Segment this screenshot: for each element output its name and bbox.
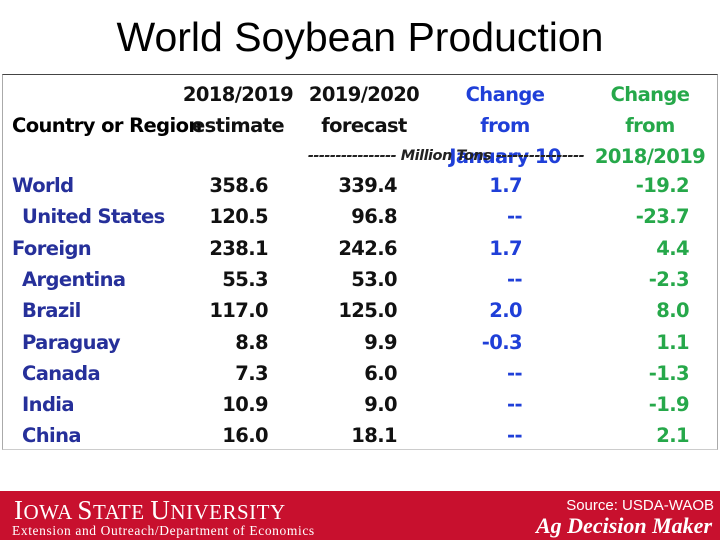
row-estimate: 8.8: [235, 330, 268, 354]
row-change-january: --: [507, 393, 523, 417]
row-name: Foreign: [12, 236, 92, 260]
row-change-prior-year: -2.3: [648, 267, 690, 291]
row-estimate: 358.6: [209, 174, 268, 197]
table-row: Foreign 238.1 242.6 1.7 4.4: [0, 233, 720, 264]
row-forecast: 96.8: [351, 205, 397, 229]
row-forecast: 242.6: [338, 236, 397, 260]
extension-text: Extension and Outreach/Department of Eco…: [12, 523, 315, 538]
row-name: Paraguay: [22, 330, 121, 354]
header-2019-2020-forecast: 2019/2020 forecast: [308, 83, 420, 137]
row-forecast: 339.4: [338, 174, 397, 197]
table-row: World 358.6 339.4 1.7 -19.2: [0, 170, 720, 201]
university-logo: IOWA STATE UNIVERSITY: [14, 495, 286, 525]
row-name: India: [22, 393, 75, 417]
row-name: China: [22, 424, 82, 448]
row-name: Brazil: [22, 299, 81, 323]
row-change-january: 1.7: [489, 236, 522, 260]
table-row: China 16.0 18.1 -- 2.1: [0, 420, 720, 451]
row-forecast: 53.0: [351, 267, 397, 291]
row-name: United States: [22, 205, 165, 229]
row-name: Canada: [22, 361, 101, 385]
row-change-prior-year: -1.3: [648, 361, 690, 385]
row-estimate: 10.9: [222, 393, 268, 417]
row-estimate: 7.3: [235, 361, 268, 385]
row-change-january: --: [507, 205, 523, 229]
source-text: Source: USDA-WAOB: [566, 497, 714, 514]
header-change-from-prior-year: Change from 2018/2019: [594, 83, 706, 168]
row-estimate: 16.0: [222, 424, 268, 448]
row-change-prior-year: -1.9: [648, 393, 690, 417]
row-forecast: 125.0: [338, 299, 397, 323]
row-forecast: 18.1: [351, 424, 397, 448]
row-change-prior-year: 8.0: [656, 299, 689, 323]
footer-bar: IOWA STATE UNIVERSITY Extension and Outr…: [0, 491, 720, 540]
row-change-prior-year: 1.1: [656, 330, 689, 354]
row-forecast: 6.0: [364, 361, 397, 385]
row-change-prior-year: -23.7: [635, 205, 690, 229]
row-estimate: 120.5: [209, 205, 268, 229]
units-label: ---------------- Million Tons ----------…: [307, 148, 585, 164]
row-estimate: 55.3: [222, 267, 268, 291]
row-change-prior-year: 4.4: [656, 236, 689, 260]
table-row: United States 120.5 96.8 -- -23.7: [0, 201, 720, 232]
header-country: Country or Region: [12, 114, 202, 137]
row-change-january: 2.0: [489, 299, 522, 323]
row-change-january: -0.3: [481, 330, 523, 354]
row-change-prior-year: 2.1: [656, 424, 689, 448]
header-2018-2019-estimate: 2018/2019 estimate: [182, 83, 294, 137]
row-change-prior-year: -19.2: [635, 174, 690, 197]
row-forecast: 9.9: [364, 330, 397, 354]
row-change-january: --: [507, 424, 523, 448]
header-change-from-january: Change from January 10: [449, 83, 561, 168]
table-row: Paraguay 8.8 9.9 -0.3 1.1: [0, 327, 720, 358]
table-row: Brazil 117.0 125.0 2.0 8.0: [0, 295, 720, 326]
table-row: Canada 7.3 6.0 -- -1.3: [0, 358, 720, 389]
table-frame: [2, 74, 718, 450]
row-estimate: 117.0: [209, 299, 268, 323]
row-estimate: 238.1: [209, 236, 268, 260]
row-forecast: 9.0: [364, 393, 397, 417]
table-row: Argentina 55.3 53.0 -- -2.3: [0, 264, 720, 295]
page-title: World Soybean Production: [116, 14, 604, 60]
row-name: Argentina: [22, 267, 126, 291]
row-change-january: 1.7: [489, 174, 522, 197]
row-change-january: --: [507, 361, 523, 385]
row-name: World: [12, 174, 74, 197]
brand-logo: Ag Decision Maker: [536, 513, 712, 538]
table-row: India 10.9 9.0 -- -1.9: [0, 389, 720, 420]
row-change-january: --: [507, 267, 523, 291]
